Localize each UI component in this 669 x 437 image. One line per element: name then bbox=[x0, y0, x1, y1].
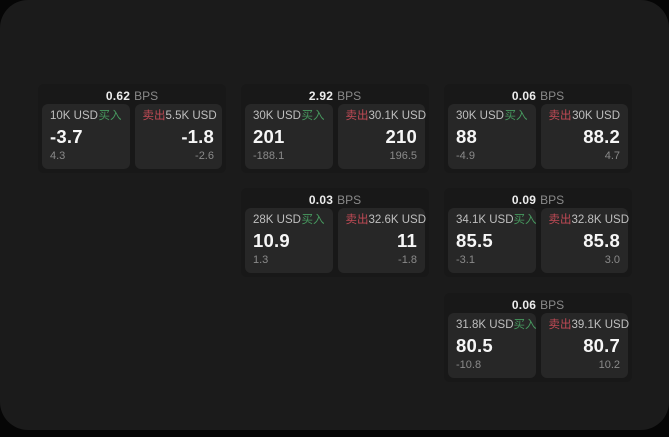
sell-side-label: 卖出 bbox=[345, 214, 369, 226]
buy-delta: 4.3 bbox=[50, 150, 66, 162]
quote-card: 0.09 BPS 34.1K USD 买入 85.5 -3.1 卖出 32.8K… bbox=[444, 188, 632, 277]
buy-side-label: 买入 bbox=[301, 214, 325, 226]
sell-price: 210 bbox=[385, 125, 417, 147]
sell-side-label: 卖出 bbox=[345, 110, 369, 122]
bps-unit-label: BPS bbox=[337, 89, 362, 103]
buy-delta: -188.1 bbox=[253, 150, 285, 162]
sell-delta: 10.2 bbox=[598, 359, 620, 371]
sell-price: 80.7 bbox=[583, 334, 620, 356]
sell-delta: 4.7 bbox=[604, 150, 620, 162]
buy-delta: -10.8 bbox=[456, 359, 482, 371]
bps-value: 2.92 bbox=[308, 89, 334, 103]
card-header: 0.62 BPS bbox=[42, 88, 222, 104]
sell-delta: 3.0 bbox=[604, 254, 620, 266]
buy-panel[interactable]: 34.1K USD 买入 85.5 -3.1 bbox=[448, 208, 537, 273]
quote-panels: 30K USD 买入 88 -4.9 卖出 30K USD 88.2 4.7 bbox=[448, 104, 628, 169]
sell-side-label: 卖出 bbox=[548, 110, 572, 122]
bps-unit-label: BPS bbox=[540, 193, 565, 207]
sell-amount: 5.5K USD bbox=[165, 110, 217, 122]
buy-side-label: 买入 bbox=[301, 110, 325, 122]
buy-panel[interactable]: 30K USD 买入 88 -4.9 bbox=[448, 104, 536, 169]
buy-amount: 10K USD bbox=[50, 110, 98, 122]
bps-value: 0.09 bbox=[511, 193, 537, 207]
buy-amount: 28K USD bbox=[253, 214, 301, 226]
buy-amount: 30K USD bbox=[456, 110, 504, 122]
quote-card: 0.06 BPS 30K USD 买入 88 -4.9 卖出 30K USD bbox=[444, 84, 632, 173]
bps-unit-label: BPS bbox=[134, 89, 159, 103]
sell-delta: -2.6 bbox=[195, 150, 214, 162]
buy-price: 88 bbox=[456, 125, 477, 147]
buy-amount: 31.8K USD bbox=[456, 319, 514, 331]
sell-amount: 32.6K USD bbox=[368, 214, 427, 226]
buy-panel[interactable]: 10K USD 买入 -3.7 4.3 bbox=[42, 104, 130, 169]
quote-card: 0.03 BPS 28K USD 买入 10.9 1.3 卖出 32.6K US… bbox=[241, 188, 429, 277]
sell-panel[interactable]: 卖出 39.1K USD 80.7 10.2 bbox=[540, 313, 630, 378]
bps-value: 0.03 bbox=[308, 193, 334, 207]
buy-panel[interactable]: 30K USD 买入 201 -188.1 bbox=[245, 104, 333, 169]
sell-side-label: 卖出 bbox=[548, 319, 572, 331]
buy-side-label: 买入 bbox=[513, 214, 537, 226]
sell-panel[interactable]: 卖出 32.8K USD 85.8 3.0 bbox=[540, 208, 630, 273]
buy-side-label: 买入 bbox=[98, 110, 122, 122]
buy-price: 80.5 bbox=[456, 334, 493, 356]
sell-panel[interactable]: 卖出 30.1K USD 210 196.5 bbox=[337, 104, 427, 169]
bps-value: 0.62 bbox=[105, 89, 131, 103]
card-header: 0.09 BPS bbox=[448, 192, 628, 208]
quote-card: 2.92 BPS 30K USD 买入 201 -188.1 卖出 30.1K … bbox=[241, 84, 429, 173]
sell-amount: 30.1K USD bbox=[368, 110, 427, 122]
bps-unit-label: BPS bbox=[540, 89, 565, 103]
sell-panel[interactable]: 卖出 30K USD 88.2 4.7 bbox=[540, 104, 628, 169]
card-header: 0.03 BPS bbox=[245, 192, 425, 208]
sell-price: 11 bbox=[397, 229, 417, 251]
buy-delta: 1.3 bbox=[253, 254, 269, 266]
buy-delta: -4.9 bbox=[456, 150, 475, 162]
buy-price: 201 bbox=[253, 125, 285, 147]
bps-unit-label: BPS bbox=[540, 298, 565, 312]
buy-delta: -3.1 bbox=[456, 254, 475, 266]
buy-amount: 34.1K USD bbox=[456, 214, 514, 226]
quote-card: 0.06 BPS 31.8K USD 买入 80.5 -10.8 卖出 39.1… bbox=[444, 293, 632, 382]
sell-price: -1.8 bbox=[181, 125, 214, 147]
buy-panel[interactable]: 28K USD 买入 10.9 1.3 bbox=[245, 208, 333, 273]
quote-panels: 31.8K USD 买入 80.5 -10.8 卖出 39.1K USD 80.… bbox=[448, 313, 630, 378]
sell-price: 85.8 bbox=[583, 229, 620, 251]
sell-amount: 30K USD bbox=[572, 110, 620, 122]
buy-side-label: 买入 bbox=[513, 319, 537, 331]
quote-panels: 28K USD 买入 10.9 1.3 卖出 32.6K USD 11 -1.8 bbox=[245, 208, 427, 273]
sell-panel[interactable]: 卖出 5.5K USD -1.8 -2.6 bbox=[134, 104, 222, 169]
sell-delta: 196.5 bbox=[389, 150, 417, 162]
quote-panels: 30K USD 买入 201 -188.1 卖出 30.1K USD 210 1… bbox=[245, 104, 427, 169]
card-header: 0.06 BPS bbox=[448, 88, 628, 104]
buy-price: 85.5 bbox=[456, 229, 493, 251]
buy-price: -3.7 bbox=[50, 125, 83, 147]
sell-delta: -1.8 bbox=[398, 254, 417, 266]
bps-unit-label: BPS bbox=[337, 193, 362, 207]
sell-amount: 32.8K USD bbox=[571, 214, 630, 226]
quote-panels: 10K USD 买入 -3.7 4.3 卖出 5.5K USD -1.8 -2.… bbox=[42, 104, 222, 169]
sell-amount: 39.1K USD bbox=[571, 319, 630, 331]
card-header: 2.92 BPS bbox=[245, 88, 425, 104]
sell-panel[interactable]: 卖出 32.6K USD 11 -1.8 bbox=[337, 208, 427, 273]
sell-side-label: 卖出 bbox=[142, 110, 166, 122]
bps-value: 0.06 bbox=[511, 89, 537, 103]
sell-side-label: 卖出 bbox=[548, 214, 572, 226]
buy-price: 10.9 bbox=[253, 229, 290, 251]
buy-side-label: 买入 bbox=[504, 110, 528, 122]
buy-amount: 30K USD bbox=[253, 110, 301, 122]
quote-card: 0.62 BPS 10K USD 买入 -3.7 4.3 卖出 5.5K USD bbox=[38, 84, 226, 173]
card-header: 0.06 BPS bbox=[448, 297, 628, 313]
sell-price: 88.2 bbox=[583, 125, 620, 147]
bps-value: 0.06 bbox=[511, 298, 537, 312]
buy-panel[interactable]: 31.8K USD 买入 80.5 -10.8 bbox=[448, 313, 537, 378]
quote-panels: 34.1K USD 买入 85.5 -3.1 卖出 32.8K USD 85.8… bbox=[448, 208, 630, 273]
